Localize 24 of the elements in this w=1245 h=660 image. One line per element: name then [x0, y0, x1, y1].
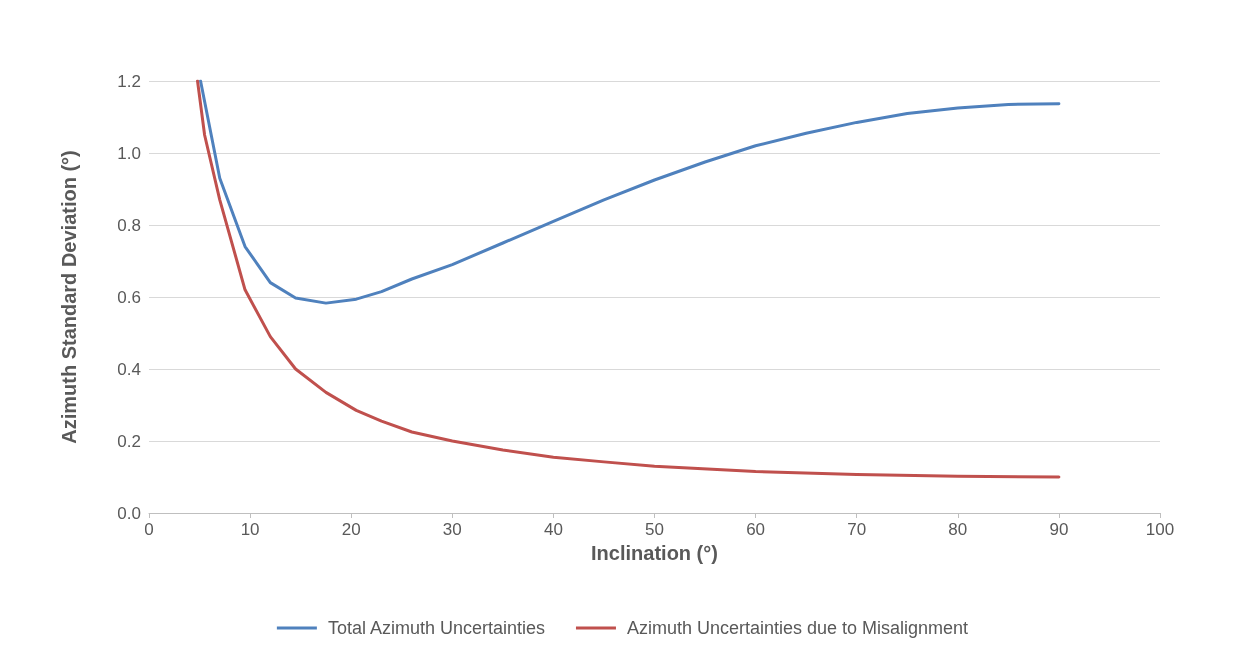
x-axis-title: Inclination (°)	[591, 542, 718, 564]
y-tick-label: 0.6	[117, 287, 141, 307]
line-series	[199, 79, 1061, 305]
legend-label: Total Azimuth Uncertainties	[327, 618, 545, 638]
y-tick-label: 1.0	[117, 143, 141, 163]
x-tick-label: 60	[746, 520, 766, 539]
x-tick-label: 20	[341, 520, 361, 539]
x-tick-label: 50	[645, 520, 664, 539]
legend-label: Azimuth Uncertainties due to Misalignment	[626, 618, 969, 638]
y-tick-label: 0.4	[117, 359, 141, 379]
x-tick-label: 90	[1049, 520, 1069, 539]
x-tick-label: 70	[847, 520, 867, 539]
y-axis-title: Azimuth Standard Deviation (°)	[58, 150, 80, 444]
y-tick-label: 0.0	[117, 503, 141, 523]
x-tick-label: 0	[144, 520, 154, 539]
x-tick-label: 100	[1145, 520, 1175, 539]
line-series	[196, 79, 1061, 479]
x-tick-label: 40	[543, 520, 563, 539]
y-tick-label: 1.2	[117, 71, 141, 91]
x-tick-label: 30	[442, 520, 462, 539]
x-tick-label: 80	[948, 520, 968, 539]
y-tick-label: 0.8	[117, 215, 141, 235]
x-tick-label: 10	[240, 520, 260, 539]
y-tick-label: 0.2	[117, 431, 141, 451]
